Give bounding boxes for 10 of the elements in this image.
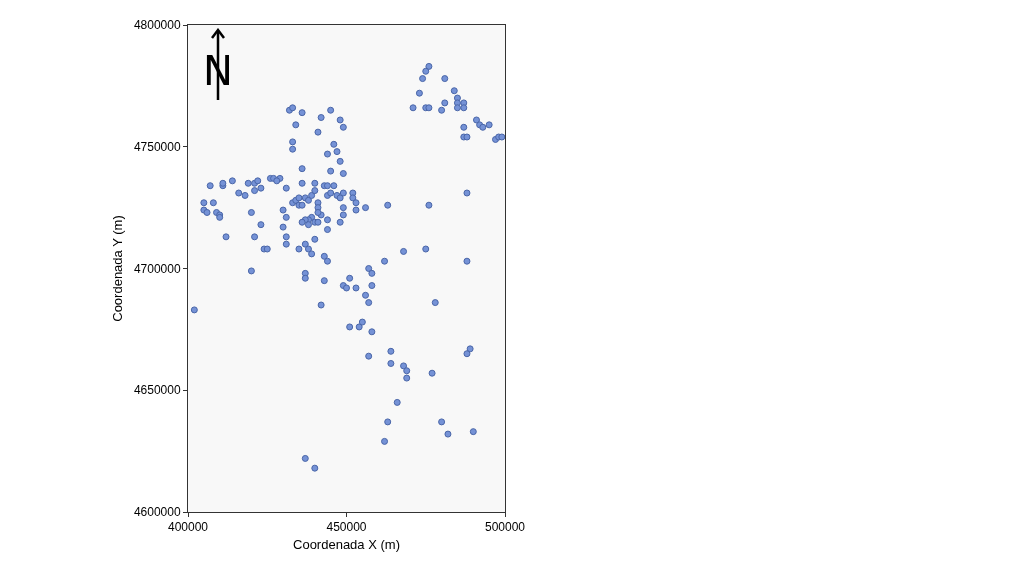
y-tick-label: 4600000 [133, 505, 181, 520]
x-tick-label: 500000 [484, 520, 526, 535]
x-axis-title: Coordenada X (m) [293, 537, 400, 552]
y-tick-label: 4800000 [133, 18, 181, 33]
x-tick-label: 450000 [326, 520, 367, 535]
y-axis-title: Coordenada Y (m) [109, 215, 125, 322]
y-tick-label: 4750000 [133, 139, 181, 154]
x-tick-label: 400000 [167, 520, 209, 535]
y-tick-label: 4650000 [133, 383, 181, 398]
y-tick-label: 4700000 [133, 261, 181, 276]
